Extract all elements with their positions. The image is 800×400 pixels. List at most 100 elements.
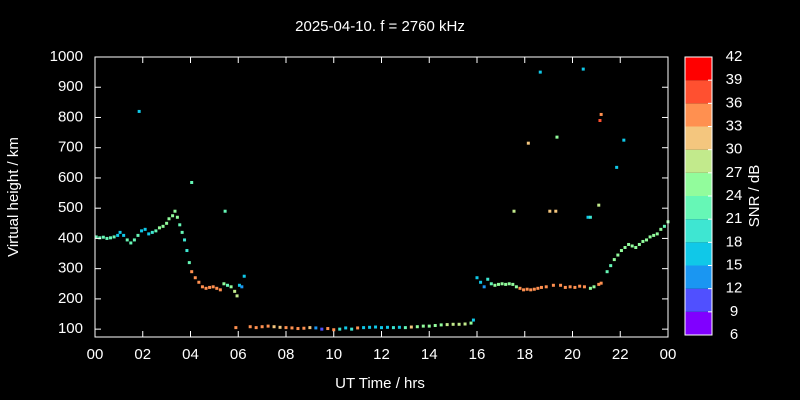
data-point [223, 209, 227, 213]
data-point [599, 112, 603, 116]
data-point [645, 238, 649, 242]
data-point [427, 324, 431, 328]
y-tick-label: 900 [58, 78, 83, 95]
data-point [504, 282, 508, 286]
data-point [482, 285, 486, 289]
data-point [190, 180, 194, 184]
data-point [588, 286, 592, 290]
data-point [403, 326, 407, 330]
colorbar-label: SNR / dB [746, 165, 763, 228]
data-point [507, 282, 511, 286]
colorbar-tick-label: 36 [726, 94, 743, 111]
data-point [132, 238, 136, 242]
y-tick-label: 100 [58, 320, 83, 337]
data-point [332, 328, 336, 332]
x-tick-label: 16 [469, 346, 486, 363]
colorbar-tick-label: 30 [726, 141, 743, 158]
data-point [190, 270, 194, 274]
data-point [185, 249, 189, 253]
data-point [320, 327, 324, 331]
colorbar-band [685, 172, 712, 196]
data-point [597, 282, 601, 286]
data-point [248, 325, 252, 329]
data-point [137, 109, 141, 113]
data-point [143, 227, 147, 231]
data-point [197, 280, 201, 284]
colorbar-band [685, 242, 712, 266]
colorbar-band [685, 265, 712, 289]
colorbar-tick-label: 24 [726, 187, 743, 204]
data-point [588, 215, 592, 219]
colorbar-band [685, 311, 712, 335]
data-point [648, 235, 652, 239]
data-point [496, 282, 500, 286]
data-point [538, 70, 542, 74]
y-tick-label: 300 [58, 260, 83, 277]
data-point [161, 224, 165, 228]
data-point [326, 327, 330, 331]
data-point [226, 283, 230, 287]
data-point [463, 322, 467, 326]
data-point [105, 236, 109, 240]
data-point [489, 282, 493, 286]
data-point [652, 233, 656, 237]
data-point [260, 325, 264, 329]
data-point [619, 249, 623, 253]
data-point [622, 138, 626, 142]
data-point [187, 261, 191, 265]
y-tick-label: 600 [58, 169, 83, 186]
data-point [98, 236, 102, 240]
data-point [215, 286, 219, 290]
x-tick-label: 20 [564, 346, 581, 363]
x-tick-label: 06 [230, 346, 247, 363]
colorbar-tick-label: 12 [726, 280, 743, 297]
data-point [200, 285, 204, 289]
chart-title: 2025-04-10. f = 2760 kHz [295, 18, 465, 35]
data-point [157, 226, 161, 230]
data-point [175, 215, 179, 219]
data-point [512, 209, 516, 213]
data-point [171, 214, 175, 218]
x-tick-label: 18 [516, 346, 533, 363]
y-tick-label: 800 [58, 108, 83, 125]
y-tick-label: 1000 [50, 48, 83, 65]
x-tick-label: 12 [373, 346, 390, 363]
colorbar-band [685, 80, 712, 104]
data-point [397, 325, 401, 329]
y-axis-label: Virtual height / km [5, 137, 22, 257]
colorbar-band [685, 149, 712, 173]
data-point [350, 327, 354, 331]
data-point [445, 323, 449, 327]
x-tick-label: 22 [612, 346, 629, 363]
data-point [180, 230, 184, 234]
y-tick-label: 500 [58, 199, 83, 216]
data-point [586, 215, 590, 219]
data-point [544, 285, 548, 289]
data-point [165, 221, 169, 225]
x-tick-label: 14 [421, 346, 438, 363]
colorbar-tick-label: 15 [726, 256, 743, 273]
data-point [136, 233, 140, 237]
data-point [368, 325, 372, 329]
data-point [140, 229, 144, 233]
data-point [525, 287, 529, 291]
data-point [630, 244, 634, 248]
data-point [536, 286, 540, 290]
data-point [290, 326, 294, 330]
data-point [634, 245, 638, 249]
data-point [548, 209, 552, 213]
data-point [374, 325, 378, 329]
x-tick-label: 00 [87, 346, 104, 363]
data-point [641, 239, 645, 243]
colorbar-tick-label: 42 [726, 48, 743, 65]
data-point [615, 165, 619, 169]
x-tick-label: 08 [278, 346, 295, 363]
data-point [421, 324, 425, 328]
data-point [493, 283, 497, 287]
data-point [233, 289, 237, 293]
data-point [500, 282, 504, 286]
data-point [391, 326, 395, 330]
data-point [559, 283, 563, 287]
data-point [433, 324, 437, 328]
